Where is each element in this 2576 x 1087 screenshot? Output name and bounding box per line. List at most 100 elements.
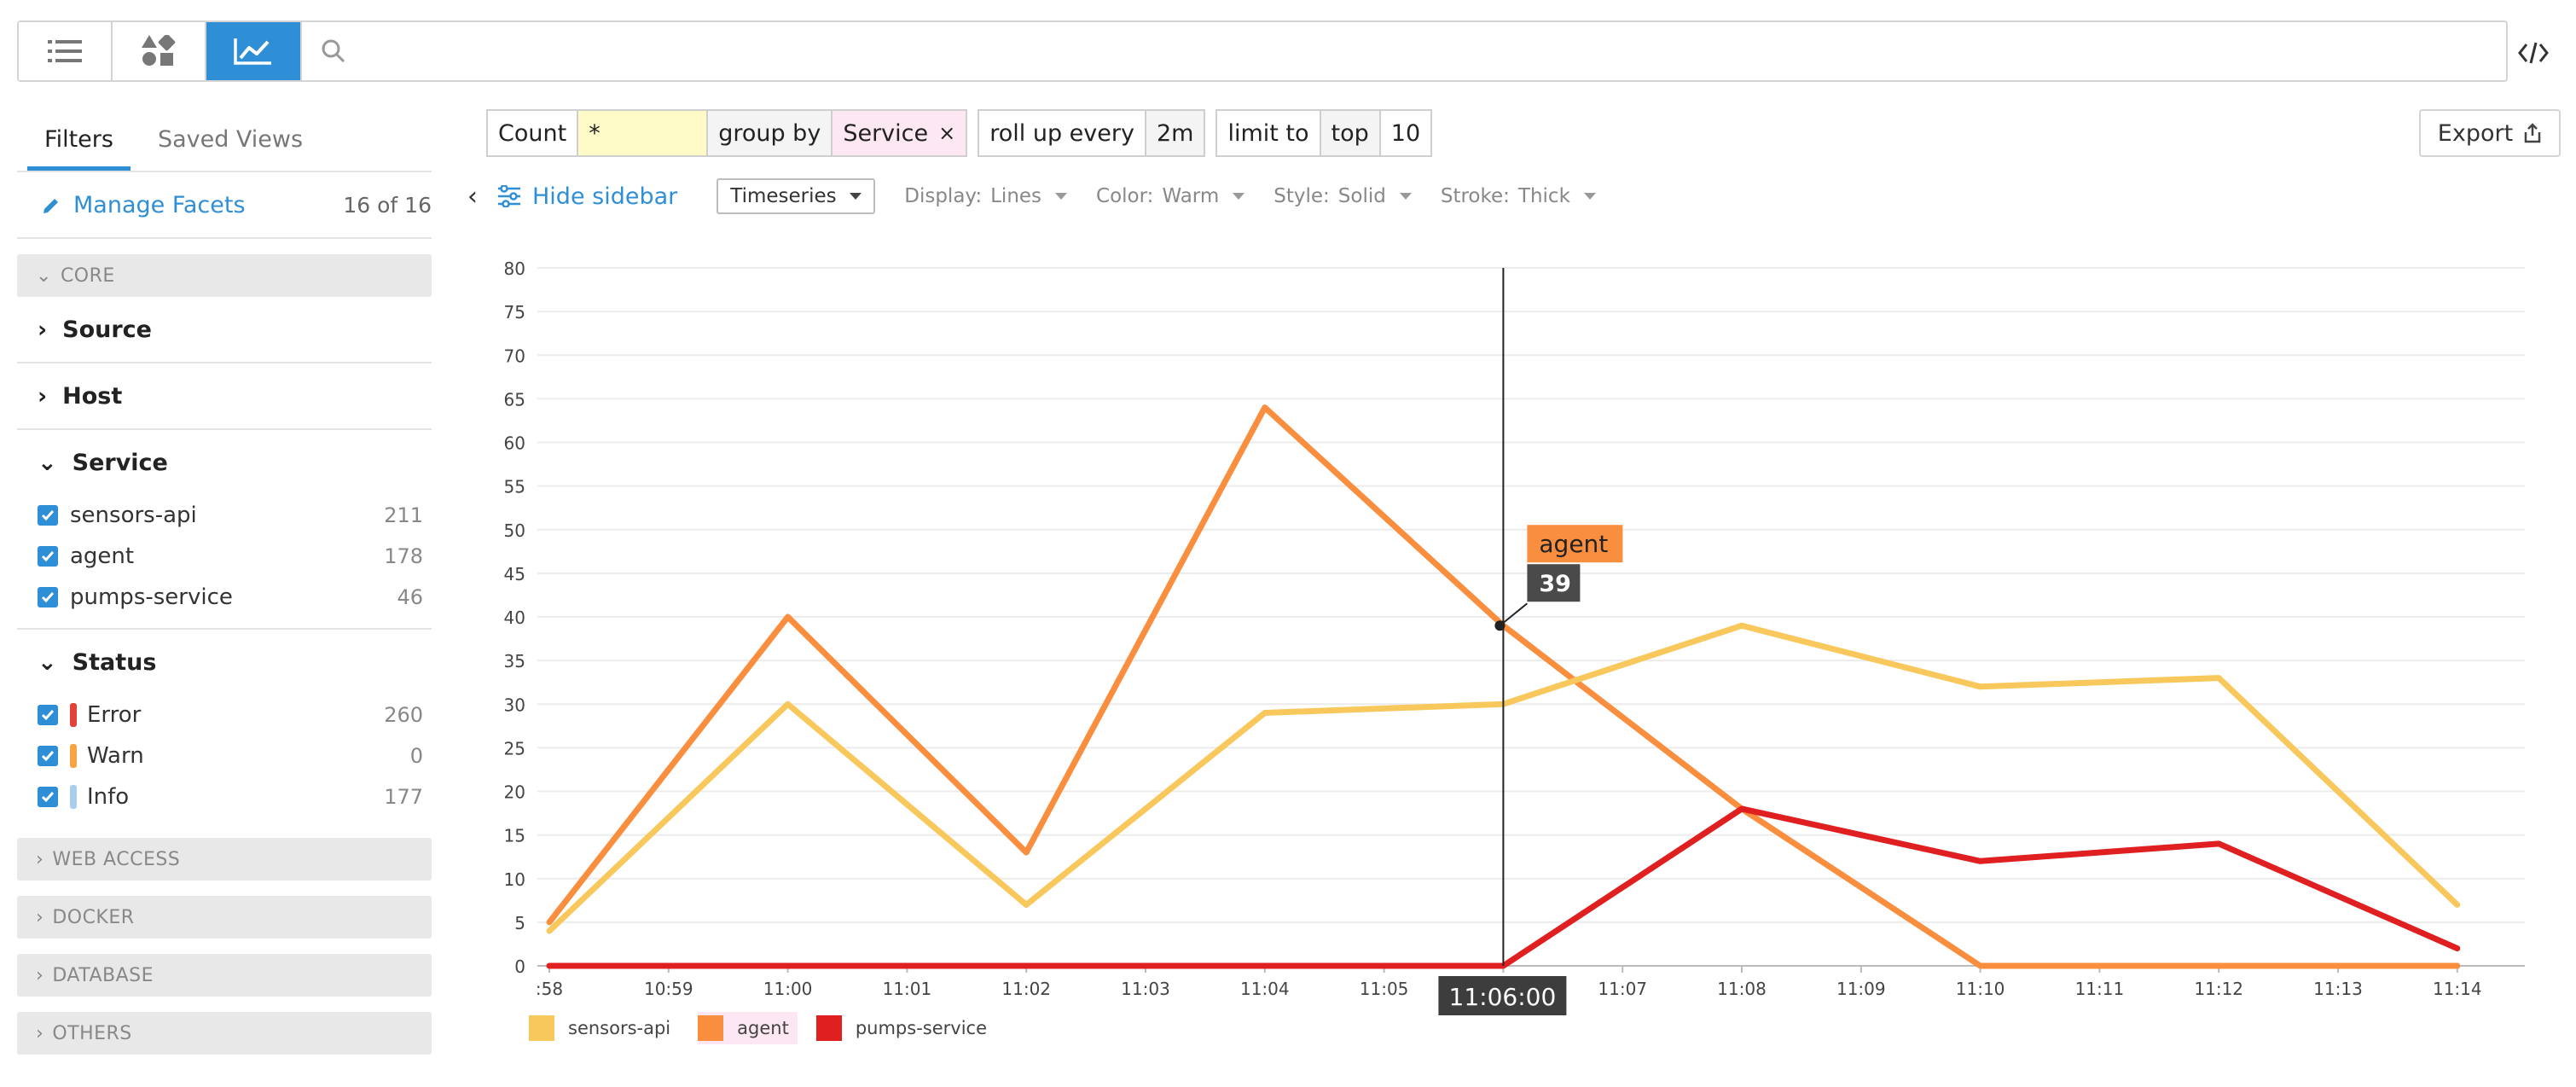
hide-sidebar-button[interactable]: Hide sidebar (496, 183, 677, 210)
facet-value-count: 260 (384, 703, 423, 727)
facet-value-count: 0 (409, 744, 423, 768)
display-options: ‹ Hide sidebar Timeseries Display: Lines… (467, 176, 1596, 217)
y-tick-label: 55 (504, 477, 525, 497)
checkbox-checked-icon[interactable] (38, 705, 58, 725)
facet-value-sensors-api[interactable]: sensors-api 211 (17, 495, 432, 536)
analytics-view-button[interactable] (206, 22, 302, 80)
chevron-down-icon: ⌄ (38, 449, 57, 476)
facet-count: 16 of 16 (343, 192, 432, 218)
group-others[interactable]: › OTHERS (17, 1012, 432, 1055)
facet-service: ⌄ Service sensors-api 211 agent 178 pump… (17, 430, 432, 630)
stroke-value: Thick (1517, 185, 1570, 207)
rollup-group: roll up every 2m (978, 109, 1206, 157)
group-web-access[interactable]: › WEB ACCESS (17, 838, 432, 881)
manage-facets-row: Manage Facets 16 of 16 (17, 172, 432, 239)
status-warn-swatch (70, 744, 77, 768)
stroke-label: Stroke: (1440, 185, 1510, 207)
group-database[interactable]: › DATABASE (17, 954, 432, 997)
x-tick-label: 11:12 (2194, 979, 2243, 999)
y-tick-label: 30 (504, 695, 525, 715)
group-core[interactable]: ⌄ CORE (17, 254, 432, 297)
facet-value-info[interactable]: Info 177 (17, 776, 432, 817)
legend-item-agent[interactable]: agent (698, 1012, 798, 1044)
facet-value-error[interactable]: Error 260 (17, 695, 432, 735)
facet-sidebar: Filters Saved Views Manage Facets 16 of … (17, 111, 432, 1055)
facet-source-label: Source (62, 316, 152, 343)
checkbox-checked-icon[interactable] (38, 546, 58, 567)
facet-host-label: Host (62, 382, 123, 410)
group-label: WEB ACCESS (52, 848, 181, 870)
limit-label: limit to (1217, 111, 1321, 155)
code-view-button[interactable] (2516, 36, 2550, 70)
group-docker[interactable]: › DOCKER (17, 896, 432, 939)
x-tick-label: 11:02 (1001, 979, 1051, 999)
style-option[interactable]: Style: Solid (1273, 185, 1412, 207)
x-tick-label: 11:04 (1240, 979, 1290, 999)
legend-item-sensors-api[interactable]: sensors-api (529, 1012, 679, 1044)
tab-filters[interactable]: Filters (27, 111, 131, 171)
facet-value-count: 178 (384, 544, 423, 568)
facet-value-pumps-service[interactable]: pumps-service 46 (17, 577, 432, 618)
chevron-right-icon: › (36, 906, 44, 928)
facet-value-label: Error (87, 702, 142, 728)
timeseries-chart[interactable]: 0 5 10 15 20 25 30 35 40 45 50 55 60 65 70 75 80:58 10:59… (478, 247, 2542, 1015)
checkbox-checked-icon[interactable] (38, 787, 58, 807)
manage-facets-link[interactable]: Manage Facets (41, 192, 246, 218)
status-error-swatch (70, 703, 77, 727)
legend-item-pumps-service[interactable]: pumps-service (815, 1012, 995, 1044)
status-info-swatch (70, 785, 77, 809)
measure-label[interactable]: Count (488, 111, 579, 155)
y-tick-label: 80 (504, 259, 525, 279)
chevron-left-icon[interactable]: ‹ (467, 181, 478, 212)
x-tick-label: 11:11 (2075, 979, 2125, 999)
color-option[interactable]: Color: Warm (1096, 185, 1245, 207)
limit-mode[interactable]: top (1320, 111, 1381, 155)
x-tick-label: 11:01 (883, 979, 932, 999)
patterns-view-icon (142, 35, 176, 66)
remove-tag-icon[interactable]: × (938, 121, 956, 145)
legend-label: agent (737, 1018, 789, 1038)
y-tick-label: 20 (504, 782, 525, 803)
manage-facets-label: Manage Facets (73, 191, 246, 218)
chart-legend: sensors-api agent pumps-service (529, 1012, 995, 1044)
chevron-right-icon: › (36, 964, 44, 986)
facet-value-warn[interactable]: Warn 0 (17, 735, 432, 776)
stroke-option[interactable]: Stroke: Thick (1441, 185, 1596, 207)
list-view-icon (48, 40, 82, 62)
facet-status-header[interactable]: ⌄ Status (17, 630, 432, 695)
facet-value-agent[interactable]: agent 178 (17, 536, 432, 577)
chevron-down-icon: ⌄ (38, 648, 57, 676)
facet-status: ⌄ Status Error 260 Warn 0 Info 177 (17, 630, 432, 828)
display-option[interactable]: Display: Lines (904, 185, 1068, 207)
facet-host-header[interactable]: › Host (17, 363, 432, 428)
export-button[interactable]: Export (2419, 109, 2561, 157)
x-tick-label: 11:03 (1121, 979, 1170, 999)
tab-saved-views[interactable]: Saved Views (157, 126, 304, 153)
limit-value[interactable]: 10 (1390, 119, 1421, 147)
list-view-button[interactable] (19, 22, 113, 80)
rollup-value[interactable]: 2m (1146, 111, 1204, 155)
y-tick-label: 75 (504, 302, 525, 323)
caret-down-icon (1055, 193, 1068, 200)
patterns-view-button[interactable] (113, 22, 206, 80)
x-tick-label: 11:05 (1360, 979, 1409, 999)
sliders-icon (498, 185, 520, 207)
checkbox-checked-icon[interactable] (38, 746, 58, 766)
search-input[interactable] (302, 22, 2506, 80)
chevron-right-icon: › (36, 848, 44, 870)
viz-type-select[interactable]: Timeseries (717, 178, 876, 214)
x-tick-label: 11:07 (1598, 979, 1647, 999)
legend-swatch (698, 1015, 724, 1041)
group-by-value: Service (843, 119, 929, 147)
measure-input[interactable]: * (578, 111, 707, 155)
caret-down-icon (1399, 193, 1412, 200)
y-tick-label: 60 (504, 433, 525, 454)
checkbox-checked-icon[interactable] (38, 505, 58, 526)
facet-source-header[interactable]: › Source (17, 297, 432, 362)
color-label: Color: (1096, 185, 1154, 207)
export-label: Export (2437, 119, 2514, 147)
hide-sidebar-label: Hide sidebar (532, 183, 678, 210)
checkbox-checked-icon[interactable] (38, 587, 58, 607)
group-by-tag[interactable]: Service × (833, 111, 966, 155)
facet-service-header[interactable]: ⌄ Service (17, 430, 432, 495)
